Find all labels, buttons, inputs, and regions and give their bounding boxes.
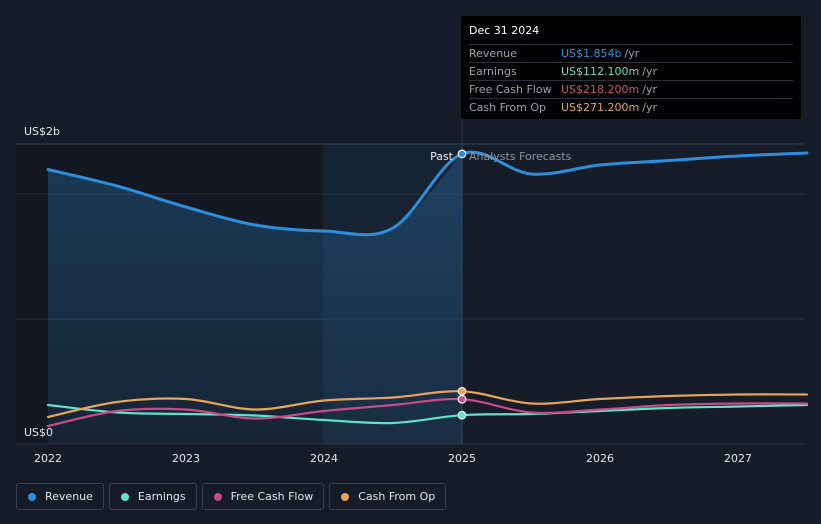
- y-axis-top-label: US$2b: [24, 125, 60, 138]
- series-line-cash-from-op: [46, 390, 809, 419]
- legend-item-cash-from-op[interactable]: Cash From Op: [329, 483, 447, 510]
- tooltip-row-earnings: Earnings US$112.100m /yr: [469, 62, 793, 80]
- tooltip-label: Earnings: [469, 65, 517, 78]
- legend-item-revenue[interactable]: Revenue: [16, 483, 104, 510]
- tooltip-unit: /yr: [642, 83, 657, 96]
- y-axis-bottom-label: US$0: [24, 426, 53, 439]
- past-label: Past: [430, 150, 454, 163]
- marker-revenue: [457, 149, 467, 159]
- marker-earnings: [457, 410, 467, 420]
- tooltip-label: Free Cash Flow: [469, 83, 552, 96]
- x-tick-label: 2027: [724, 452, 752, 465]
- tooltip-unit: /yr: [642, 65, 657, 78]
- legend-label: Earnings: [137, 490, 186, 503]
- tooltip-value: US$218.200m: [561, 83, 640, 96]
- x-tick-label: 2022: [34, 452, 62, 465]
- x-tick-label: 2025: [448, 452, 476, 465]
- legend-label: Free Cash Flow: [230, 490, 314, 503]
- tooltip-value: US$271.200m: [561, 101, 640, 114]
- tooltip-label: Cash From Op: [469, 101, 547, 114]
- tooltip-row-cash-from-op: Cash From Op US$271.200m /yr: [469, 98, 793, 116]
- legend: Revenue Earnings Free Cash Flow Cash Fro…: [16, 483, 447, 510]
- tooltip-row-revenue: Revenue US$1.854b /yr: [469, 44, 793, 62]
- tooltip-unit: /yr: [642, 101, 657, 114]
- x-axis-ticks: 2022 2023 2024 2025 2026 2027: [34, 452, 752, 465]
- revenue-area-layer: [48, 153, 462, 444]
- tooltip-value: US$112.100m: [561, 65, 640, 78]
- marker-cash-from-op: [457, 386, 467, 396]
- legend-label: Cash From Op: [358, 490, 436, 503]
- tooltip-date: Dec 31 2024: [469, 24, 540, 37]
- tooltip: Dec 31 2024 Revenue US$1.854b /yr Earnin…: [461, 16, 801, 119]
- legend-label: Revenue: [45, 490, 93, 503]
- legend-dot-icon: [28, 492, 36, 501]
- legend-dot-icon: [120, 492, 129, 501]
- legend-dot-icon: [213, 492, 222, 501]
- series-lines: [46, 150, 809, 428]
- hover-markers: [457, 149, 467, 420]
- legend-dot-icon: [341, 492, 350, 501]
- x-tick-label: 2024: [310, 452, 338, 465]
- tooltip-label: Revenue: [469, 47, 517, 60]
- tooltip-unit: /yr: [624, 47, 640, 60]
- marker-free-cash-flow: [457, 394, 467, 404]
- forecast-label: Analysts Forecasts: [469, 150, 572, 163]
- revenue-area: [48, 153, 462, 444]
- series-line-free-cash-flow: [46, 397, 809, 428]
- forecast-region: [462, 144, 805, 444]
- series-line-earnings: [46, 403, 809, 425]
- x-tick-label: 2023: [172, 452, 200, 465]
- tooltip-row-free-cash-flow: Free Cash Flow US$218.200m /yr: [469, 80, 793, 98]
- x-tick-label: 2026: [586, 452, 614, 465]
- tooltip-value: US$1.854b: [561, 47, 622, 60]
- legend-item-free-cash-flow[interactable]: Free Cash Flow: [201, 483, 325, 510]
- series-line-revenue: [46, 150, 809, 237]
- legend-item-earnings[interactable]: Earnings: [108, 483, 197, 510]
